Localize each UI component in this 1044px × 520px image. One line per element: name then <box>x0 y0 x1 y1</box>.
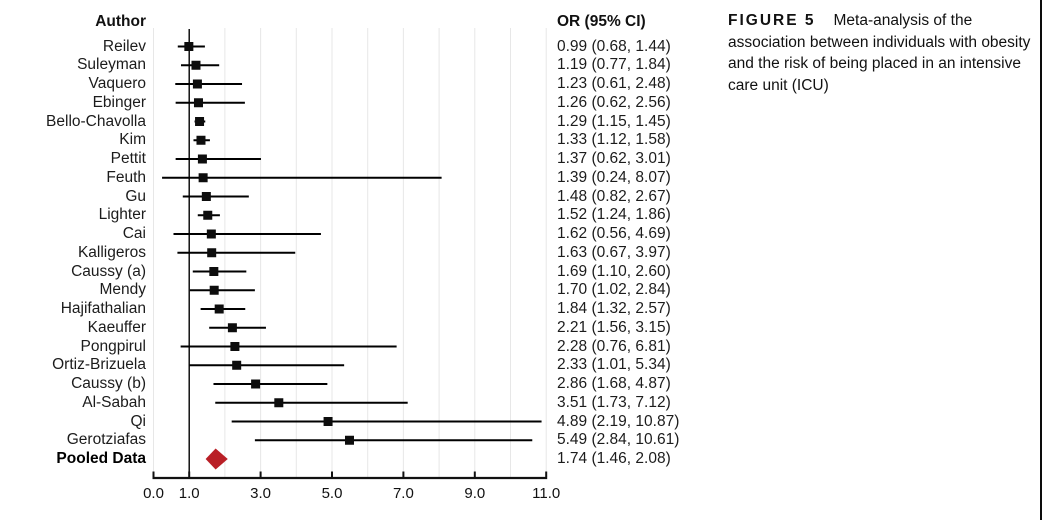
effect-size-marker <box>274 398 284 408</box>
figure-caption-number: FIGURE 5 <box>728 12 816 29</box>
author-label: Bello-Chavolla <box>46 112 146 130</box>
effect-size-marker <box>203 210 213 220</box>
author-label: Ortiz-Brizuela <box>52 356 146 374</box>
effect-size-marker <box>191 60 201 70</box>
author-label: Suleyman <box>77 56 146 74</box>
effect-size-marker <box>230 342 240 351</box>
or-ci-label: 2.21 (1.56, 3.15) <box>557 318 671 336</box>
effect-size-marker <box>227 323 237 333</box>
effect-size-marker <box>197 154 207 164</box>
pooled-or-ci-label: 1.74 (1.46, 2.08) <box>557 450 671 467</box>
author-label: Gu <box>125 187 146 205</box>
author-label: Hajifathalian <box>60 300 146 317</box>
effect-size-marker <box>193 98 203 108</box>
or-ci-label: 1.52 (1.24, 1.86) <box>557 206 671 224</box>
figure-caption-line: care unit (ICU) <box>728 76 829 94</box>
x-axis-tick-label: 11.0 <box>532 485 561 502</box>
figure-caption-line: Meta-analysis of the <box>833 12 973 29</box>
effect-size-marker <box>207 248 217 258</box>
effect-size-marker <box>192 79 202 89</box>
effect-size-marker <box>209 267 219 276</box>
or-ci-label: 1.70 (1.02, 2.84) <box>557 281 671 299</box>
x-axis-tick-label: 9.0 <box>464 485 486 502</box>
author-label: Cai <box>122 225 146 242</box>
author-label: Feuth <box>106 168 146 186</box>
author-label: Lighter <box>98 206 146 224</box>
or-ci-label: 2.33 (1.01, 5.34) <box>557 356 671 374</box>
author-column-header: Author <box>95 13 146 30</box>
or-ci-label: 1.62 (0.56, 4.69) <box>557 225 671 242</box>
x-axis-tick-label: 0.0 <box>143 485 164 502</box>
x-axis-tick-label: 1.0 <box>178 485 200 502</box>
effect-size-marker <box>206 229 216 239</box>
or-ci-label: 1.48 (0.82, 2.67) <box>557 187 671 205</box>
or-ci-label: 1.26 (0.62, 2.56) <box>557 93 671 111</box>
x-axis-tick-label: 3.0 <box>250 485 272 502</box>
effect-size-marker <box>184 42 194 51</box>
effect-size-marker <box>232 360 242 370</box>
or-ci-label: 1.33 (1.12, 1.58) <box>557 131 671 149</box>
author-label: Vaquero <box>88 75 146 92</box>
effect-size-marker <box>195 117 205 126</box>
or-ci-label: 1.37 (0.62, 3.01) <box>557 150 671 167</box>
effect-size-marker <box>196 135 206 145</box>
or-ci-label: 1.63 (0.67, 3.97) <box>557 243 671 261</box>
or-ci-label: 2.28 (0.76, 6.81) <box>557 337 671 355</box>
author-label: Kim <box>119 131 146 149</box>
figure-caption: FIGURE 5 Meta-analysis of the association… <box>728 10 1038 96</box>
or-ci-label: 5.49 (2.84, 10.61) <box>557 431 680 449</box>
effect-size-marker <box>201 192 211 201</box>
author-label: Pongpirul <box>80 337 147 355</box>
effect-size-marker <box>251 379 261 389</box>
author-label: Reilev <box>102 37 146 55</box>
pooled-data-label: Pooled Data <box>56 450 146 467</box>
or-ci-label: 4.89 (2.19, 10.87) <box>557 412 680 430</box>
or-ci-label: 2.86 (1.68, 4.87) <box>557 375 671 392</box>
or-ci-label: 1.29 (1.15, 1.45) <box>557 112 671 130</box>
author-label: Ebinger <box>92 93 146 111</box>
figure-caption-line: association between individuals with obe… <box>728 33 1031 51</box>
author-label: Kalligeros <box>77 243 146 261</box>
author-label: Pettit <box>110 150 146 167</box>
effect-size-marker <box>209 285 219 295</box>
author-label: Kaeuffer <box>87 318 146 336</box>
author-label: Caussy (a) <box>71 262 146 280</box>
effect-size-marker <box>323 417 333 426</box>
x-axis-tick-label: 5.0 <box>321 485 343 502</box>
effect-size-marker <box>198 173 208 183</box>
effect-size-marker <box>344 435 354 445</box>
page-edge-rule <box>1040 0 1042 520</box>
figure-caption-line: and the risk of being placed in an inten… <box>728 55 1021 72</box>
or-ci-label: 1.84 (1.32, 2.57) <box>557 300 671 317</box>
or-ci-label: 1.23 (0.61, 2.48) <box>557 75 671 92</box>
or-column-header: OR (95% CI) <box>557 13 646 30</box>
author-label: Qi <box>130 412 147 430</box>
effect-size-marker <box>214 304 224 314</box>
author-label: Gerotziafas <box>66 431 146 449</box>
pooled-effect-diamond <box>205 448 228 470</box>
or-ci-label: 1.19 (0.77, 1.84) <box>557 56 671 74</box>
or-ci-label: 0.99 (0.68, 1.44) <box>557 37 671 55</box>
author-label: Caussy (b) <box>71 375 146 392</box>
or-ci-label: 1.39 (0.24, 8.07) <box>557 168 671 186</box>
or-ci-label: 1.69 (1.10, 2.60) <box>557 262 671 280</box>
x-axis-tick-label: 7.0 <box>392 485 414 502</box>
author-label: Al-Sabah <box>82 393 146 411</box>
author-label: Mendy <box>99 281 146 299</box>
or-ci-label: 3.51 (1.73, 7.12) <box>557 393 671 411</box>
